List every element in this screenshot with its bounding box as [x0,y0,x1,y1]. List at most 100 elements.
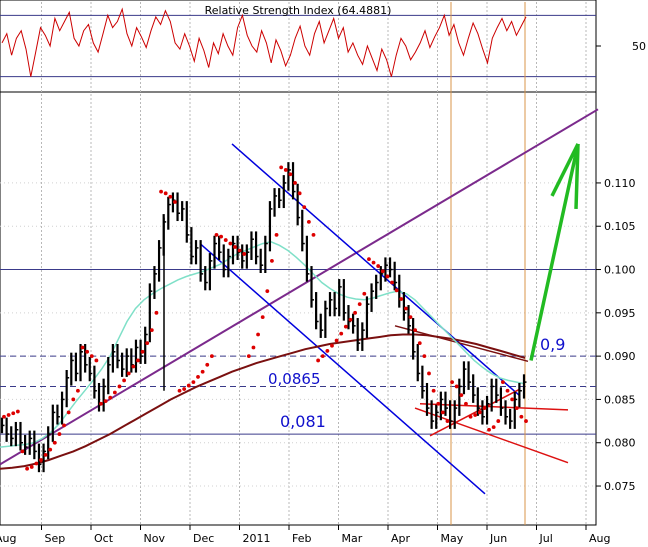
brown-down-line [394,325,529,363]
sar-dot [126,371,131,376]
sar-dot [89,354,94,359]
sar-dot [108,395,113,400]
sar-dot [237,248,242,253]
sar-dot [417,341,422,346]
sar-dot [205,362,210,367]
sar-dot [320,354,325,359]
sar-dot [390,280,394,285]
sar-dot [445,419,450,423]
sar-dot [233,245,237,249]
sar-dot [39,458,43,462]
sar-dot [468,414,473,419]
y-tick-label: 0.100 [604,264,636,277]
x-tick-label: Apr [391,532,411,545]
sar-dot [413,328,418,333]
x-tick-label: Sep [45,532,66,545]
sar-dot [256,332,260,337]
sar-dot [140,349,145,354]
sar-dot [454,384,459,389]
channel-upper [231,143,521,397]
x-tick-label: Mar [342,532,363,545]
sar-dot [473,413,478,417]
sar-dot [168,194,173,199]
sar-dot [112,390,117,395]
sar-dot [149,328,154,333]
x-tick-label: Jul [539,532,553,545]
sar-dot [62,423,66,428]
sar-dot [514,406,519,410]
green-arrow-shaft [529,143,580,361]
sar-dot [524,419,528,423]
sar-dot [487,427,491,432]
x-tick-label: Aug [0,532,16,545]
x-tick-label: Jun [489,532,507,545]
annotation-high: 0,9 [540,335,565,354]
sar-dot [270,258,274,263]
x-tick-label: May [441,532,464,545]
sar-dot [196,375,200,379]
sar-dot [6,413,11,417]
sar-dot [279,165,284,170]
y-tick-label: 0.080 [604,437,636,450]
sar-dot [501,380,505,385]
green-arrow-head-right [574,143,580,209]
y-tick-label: 0.095 [604,307,636,320]
sar-dot [316,358,321,363]
sar-dot [427,371,431,376]
sar-dot [94,358,99,363]
sar-dot [260,315,265,320]
sar-dot [265,289,270,294]
sar-dot [85,349,90,354]
sar-dot [15,409,20,414]
sar-dot [436,401,441,406]
x-tick-label: Feb [292,532,311,545]
rsi-title: Relative Strength Index (64.4881) [205,4,392,17]
sar-dot [11,411,16,416]
sar-dot [297,191,302,196]
x-tick-label: Nov [144,532,166,545]
sar-dot [57,432,62,436]
sar-dot [173,200,177,204]
sar-dot [99,401,103,406]
sar-dot [191,380,196,385]
sar-dot [505,388,510,393]
sar-dot [464,401,468,406]
sar-dot [117,384,122,389]
annotation-low: 0,081 [280,412,326,431]
sar-dot [48,447,53,452]
x-tick-label: Dec [193,532,214,545]
annotation-mid: 0,0865 [268,370,321,388]
sar-dot [348,317,353,322]
x-tick-label: 2011 [243,532,271,545]
sar-dot [477,410,482,415]
sar-dot [431,388,436,393]
sar-dot [200,369,205,374]
sar-dot [519,414,524,419]
ma-short-line [0,241,526,448]
sar-dot [293,181,297,185]
sar-dot [334,338,339,343]
sar-dot [76,388,80,393]
x-tick-label: Oct [94,532,114,545]
sar-dot [182,387,187,391]
sar-dot [145,341,150,346]
sar-dot [283,168,288,172]
sar-dot [159,189,163,194]
y-tick-label: 0.075 [604,480,636,493]
sar-dot [242,252,247,256]
price-panel [0,91,597,526]
sar-dot [163,191,168,196]
sar-dot [274,232,279,237]
horizontal-levels [0,2,596,525]
sar-dot [43,452,48,457]
sar-dot [325,349,330,353]
sar-dot [103,399,108,404]
sar-dot [177,388,182,393]
sar-dot [34,461,39,466]
sar-dot [219,234,224,239]
sar-dot [154,310,159,315]
y-tick-label: 0.085 [604,393,636,406]
sar-dot [440,410,445,415]
sar-dot [408,315,413,320]
sar-dot [131,364,136,369]
